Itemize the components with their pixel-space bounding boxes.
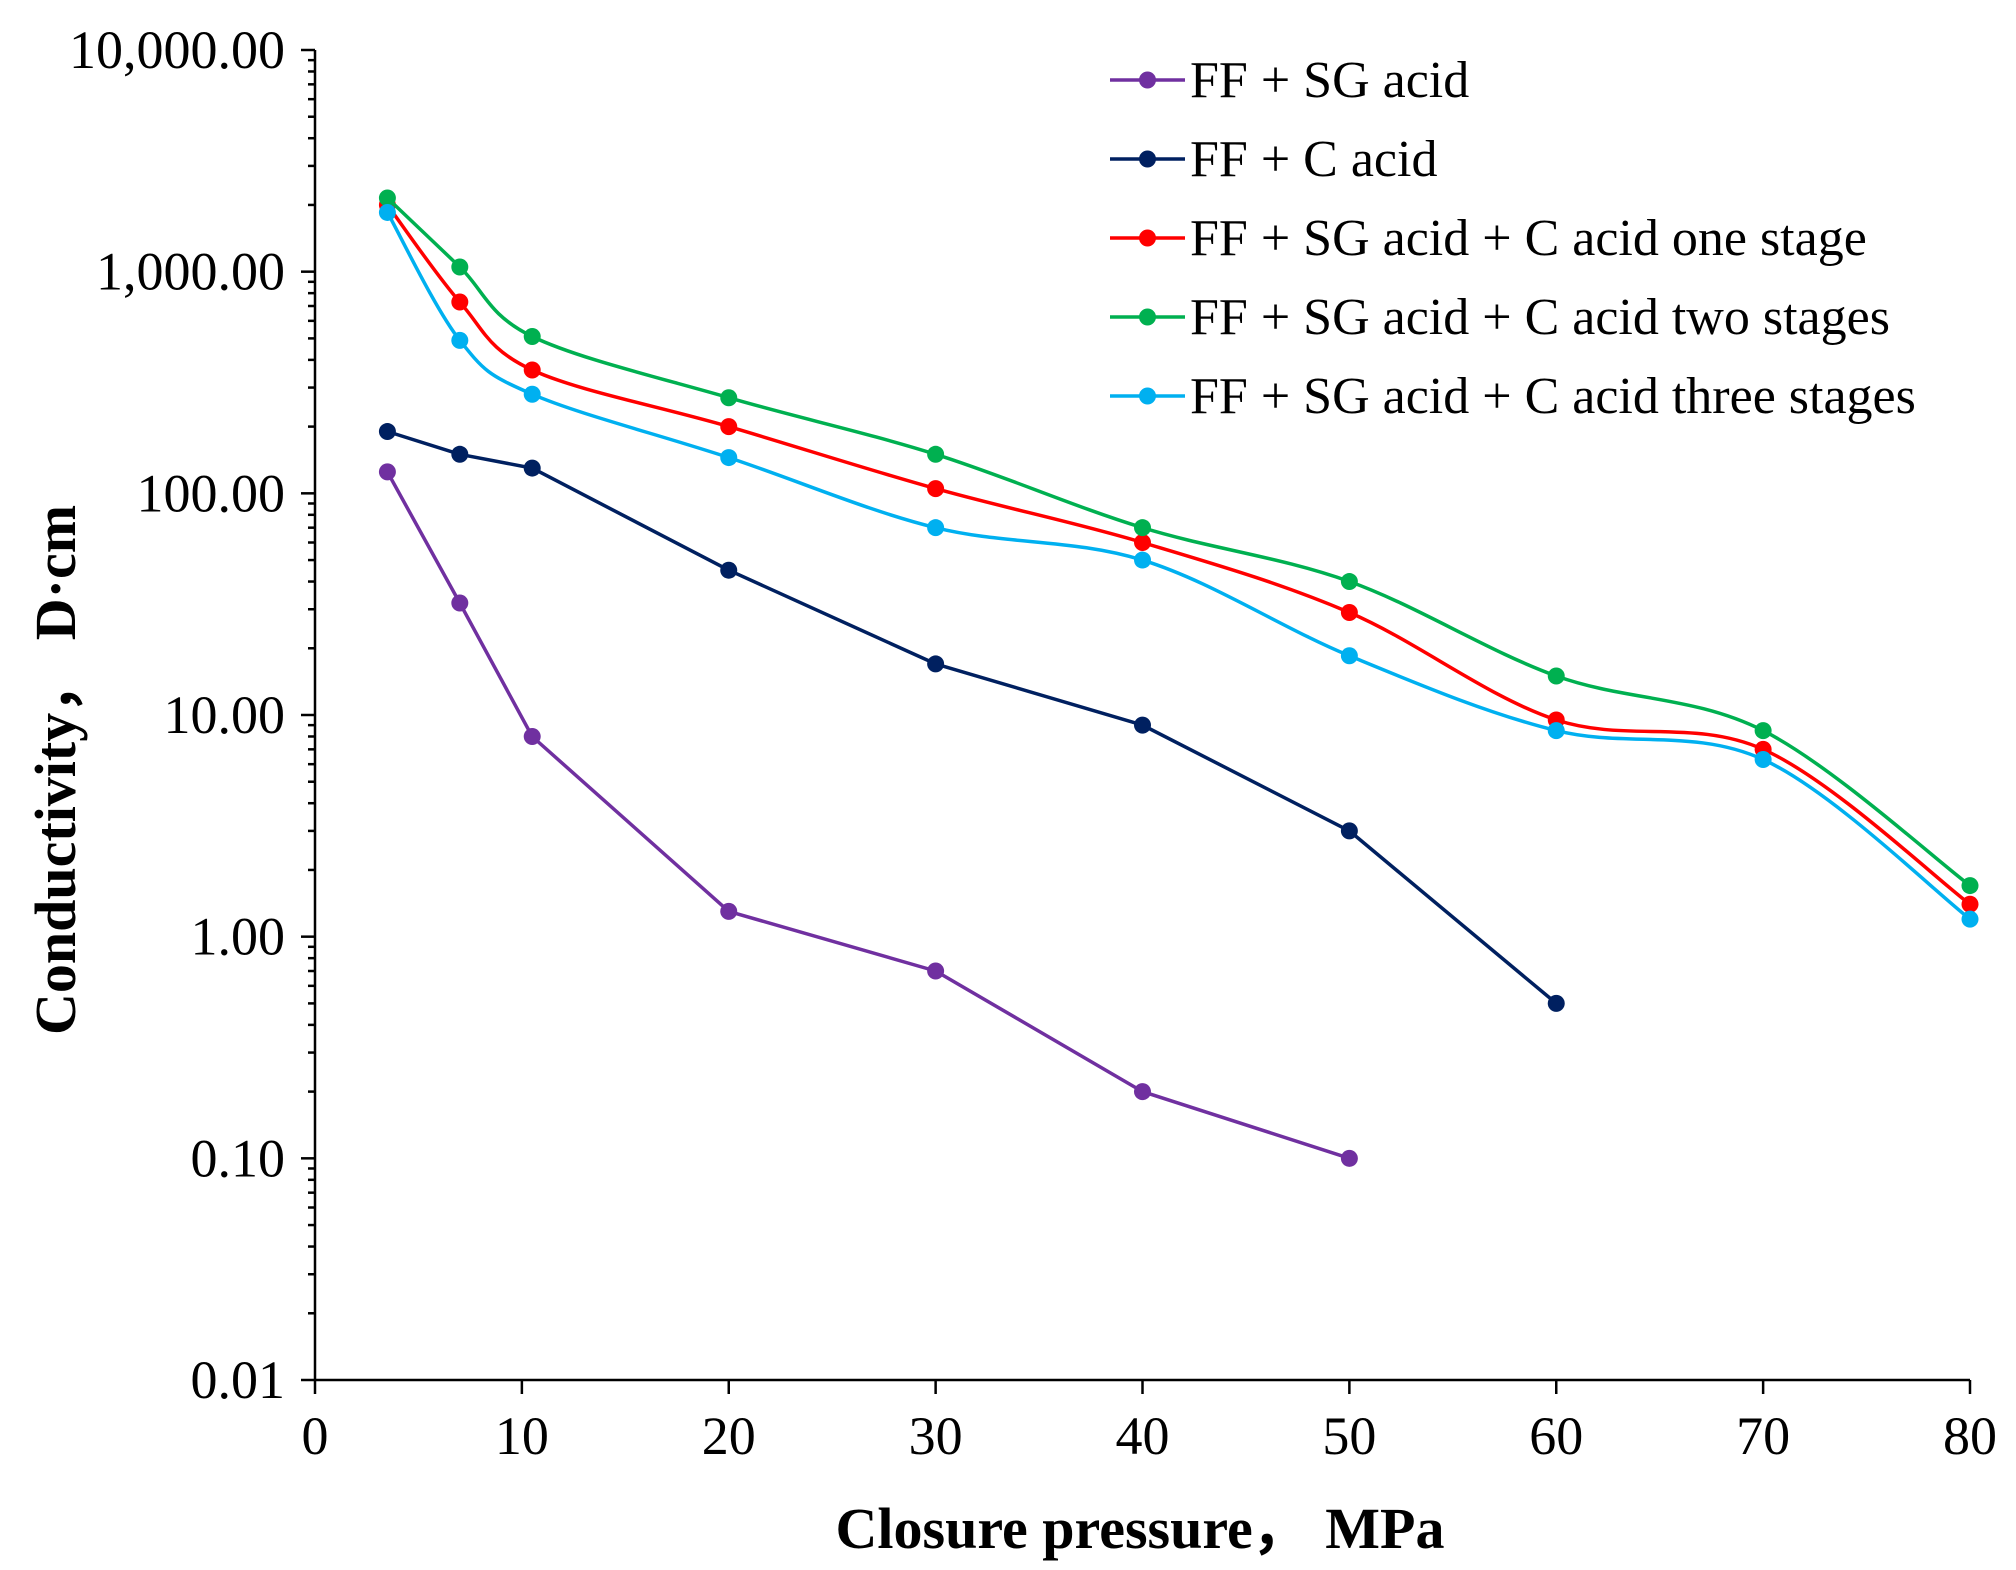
data-point bbox=[378, 463, 396, 481]
data-point bbox=[523, 727, 541, 745]
legend-swatch-marker bbox=[1139, 308, 1156, 326]
x-tick-label: 50 bbox=[1322, 1406, 1376, 1466]
x-tick-label: 40 bbox=[1116, 1406, 1170, 1466]
data-point bbox=[523, 327, 541, 345]
data-point bbox=[720, 902, 738, 920]
x-tick-label: 30 bbox=[909, 1406, 963, 1466]
data-point bbox=[720, 418, 738, 436]
legend-swatch-marker bbox=[1139, 387, 1156, 405]
data-point bbox=[1134, 534, 1151, 552]
data-point bbox=[1134, 551, 1151, 569]
data-point bbox=[927, 480, 945, 498]
x-tick-label: 80 bbox=[1943, 1406, 1997, 1466]
y-tick-label: 0.10 bbox=[191, 1128, 286, 1188]
data-point bbox=[720, 449, 738, 467]
series-line bbox=[385, 429, 1559, 1006]
y-tick-label: 10,000.00 bbox=[69, 20, 285, 80]
data-point bbox=[1547, 667, 1565, 685]
data-point bbox=[451, 445, 469, 463]
ticks: 0 10 20 30 40 50 60 70 80 0.01 0.10 1.00 10.00 100.00… bbox=[69, 20, 1997, 1466]
data-point bbox=[1134, 716, 1151, 734]
data-point bbox=[378, 423, 396, 441]
data-point bbox=[1134, 1083, 1151, 1101]
data-point bbox=[927, 519, 945, 537]
legend-item: FF + SG acid + C acid one stage bbox=[1110, 210, 1867, 267]
y-tick-label: 0.01 bbox=[191, 1350, 286, 1410]
series-1 bbox=[378, 463, 1358, 1167]
legend-label: FF + SG acid + C acid two stages bbox=[1190, 289, 1890, 346]
legend-label: FF + SG acid bbox=[1190, 52, 1469, 109]
data-point bbox=[451, 594, 469, 612]
legend-item: FF + C acid bbox=[1110, 131, 1437, 188]
y-tick-label: 100.00 bbox=[137, 463, 286, 523]
x-axis-title: Closure pressure， MPa bbox=[836, 1496, 1445, 1561]
y-tick-label: 1,000.00 bbox=[96, 242, 285, 302]
data-point bbox=[1754, 750, 1772, 768]
data-point bbox=[1961, 910, 1979, 928]
y-tick-label: 1.00 bbox=[191, 907, 286, 967]
y-axis-title: Conductivity， D·cm bbox=[23, 505, 88, 1035]
data-point bbox=[1340, 1149, 1358, 1167]
data-point bbox=[378, 189, 396, 207]
legend-label: FF + SG acid + C acid one stage bbox=[1190, 210, 1867, 267]
data-point bbox=[720, 561, 738, 579]
data-point bbox=[927, 962, 945, 980]
series-line bbox=[385, 203, 1972, 907]
x-tick-label: 60 bbox=[1529, 1406, 1583, 1466]
data-point bbox=[1340, 647, 1358, 665]
x-tick-label: 0 bbox=[302, 1406, 329, 1466]
legend-swatch-marker bbox=[1139, 229, 1156, 247]
data-point bbox=[1754, 722, 1772, 740]
series-line bbox=[385, 210, 1972, 921]
legend: FF + SG acid FF + C acid FF + SG acid + C … bbox=[1110, 52, 1916, 425]
series-4 bbox=[378, 189, 1979, 895]
data-point bbox=[523, 385, 541, 403]
series bbox=[378, 189, 1979, 1167]
series-2 bbox=[378, 423, 1565, 1012]
data-point bbox=[1340, 604, 1358, 622]
data-point bbox=[1961, 895, 1979, 913]
data-point bbox=[1547, 722, 1565, 740]
legend-label: FF + C acid bbox=[1190, 131, 1437, 188]
data-point bbox=[523, 459, 541, 477]
legend-item: FF + SG acid + C acid three stages bbox=[1110, 368, 1916, 425]
data-point bbox=[1340, 822, 1358, 840]
data-point bbox=[1340, 573, 1358, 591]
legend-item: FF + SG acid bbox=[1110, 52, 1469, 109]
legend-swatch-marker bbox=[1139, 150, 1156, 168]
x-tick-label: 20 bbox=[702, 1406, 756, 1466]
data-point bbox=[1134, 519, 1151, 537]
data-point bbox=[720, 389, 738, 407]
series-5 bbox=[378, 203, 1979, 928]
data-point bbox=[523, 361, 541, 379]
legend-label: FF + SG acid + C acid three stages bbox=[1190, 368, 1916, 425]
x-tick-label: 10 bbox=[495, 1406, 549, 1466]
data-point bbox=[451, 293, 469, 311]
legend-swatch-marker bbox=[1139, 71, 1156, 89]
data-point bbox=[451, 331, 469, 349]
y-tick-label: 10.00 bbox=[164, 685, 286, 745]
legend-item: FF + SG acid + C acid two stages bbox=[1110, 289, 1890, 346]
data-point bbox=[1547, 994, 1565, 1012]
data-point bbox=[378, 203, 396, 221]
data-point bbox=[451, 258, 469, 276]
data-point bbox=[1961, 877, 1979, 895]
data-point bbox=[927, 445, 945, 463]
x-tick-label: 70 bbox=[1736, 1406, 1790, 1466]
series-line bbox=[385, 470, 1352, 1161]
data-point bbox=[927, 655, 945, 673]
